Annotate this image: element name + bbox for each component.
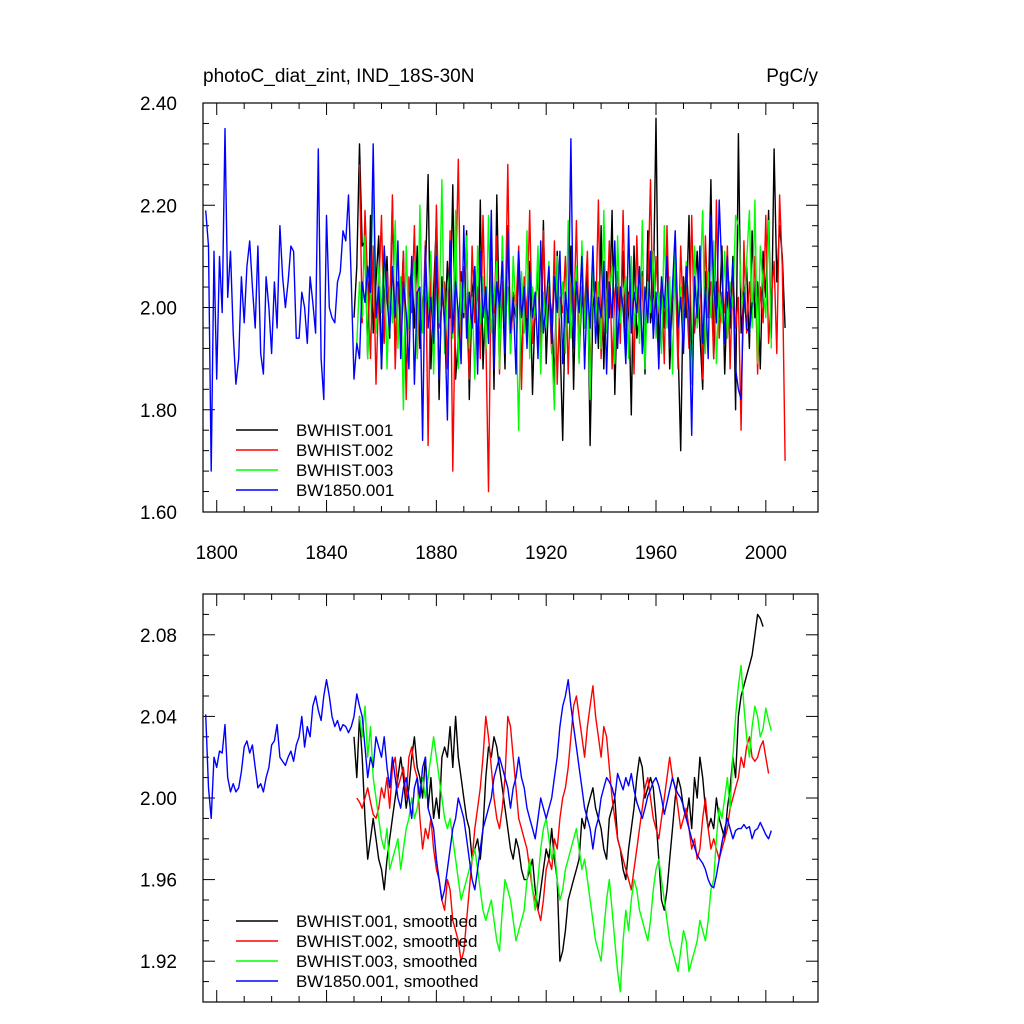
bottom-panel: 1.92 1.96 2.00 2.04 2.08 BWHIST.001, smoothed… bbox=[140, 593, 819, 1003]
x-tick-label: 1840 bbox=[305, 543, 347, 564]
legend-label: BWHIST.003 bbox=[296, 461, 393, 480]
x-tick-label: 1800 bbox=[196, 543, 238, 564]
bottom-plot-area: 1.92 1.96 2.00 2.04 2.08 BWHIST.001, smoothed… bbox=[140, 593, 819, 1003]
series-line bbox=[353, 613, 764, 962]
series-group bbox=[205, 117, 786, 493]
legend-label: BW1850.001 bbox=[296, 481, 394, 500]
units-label: PgC/y bbox=[766, 66, 818, 87]
y-tick-label: 2.08 bbox=[140, 626, 177, 647]
y-tick-label: 2.04 bbox=[140, 707, 177, 728]
series-line bbox=[358, 158, 786, 493]
y-tick-label: 2.20 bbox=[140, 196, 177, 217]
y-tick-label: 1.92 bbox=[140, 952, 177, 973]
series-group bbox=[205, 613, 772, 993]
y-tick-label: 1.60 bbox=[140, 503, 177, 524]
y-tick-label: 2.00 bbox=[140, 299, 177, 320]
series-line bbox=[356, 685, 770, 962]
series-line bbox=[205, 679, 772, 901]
legend-label: BWHIST.002 bbox=[296, 441, 393, 460]
x-tick-label: 1880 bbox=[415, 543, 457, 564]
top-panel: photoC_diat_zint, IND_18S-30N PgC/y 1800… bbox=[140, 66, 819, 564]
legend-label: BWHIST.001, smoothed bbox=[296, 912, 477, 931]
x-tick-label: 1920 bbox=[525, 543, 567, 564]
series-line bbox=[205, 127, 753, 472]
legend-label: BWHIST.003, smoothed bbox=[296, 952, 477, 971]
y-tick-label: 1.96 bbox=[140, 871, 177, 892]
top-plot-area: 1800 1840 1880 1920 1960 2000 1.60 1.80 2.00 2.20… bbox=[140, 94, 819, 564]
legend-label: BW1850.001, smoothed bbox=[296, 972, 478, 991]
legend-label: BWHIST.001 bbox=[296, 421, 393, 440]
chart-title: photoC_diat_zint, IND_18S-30N bbox=[203, 66, 474, 87]
x-tick-label: 2000 bbox=[745, 543, 787, 564]
x-tick-label: 1960 bbox=[635, 543, 677, 564]
series-line bbox=[358, 664, 772, 993]
legend-label: BWHIST.002, smoothed bbox=[296, 932, 477, 951]
y-tick-label: 1.80 bbox=[140, 401, 177, 422]
y-tick-label: 2.40 bbox=[140, 94, 177, 115]
y-tick-label: 2.00 bbox=[140, 789, 177, 810]
